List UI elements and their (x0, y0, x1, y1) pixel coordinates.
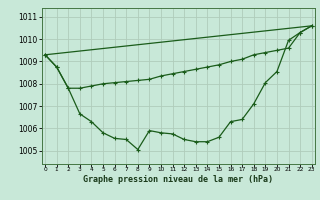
X-axis label: Graphe pression niveau de la mer (hPa): Graphe pression niveau de la mer (hPa) (84, 175, 273, 184)
